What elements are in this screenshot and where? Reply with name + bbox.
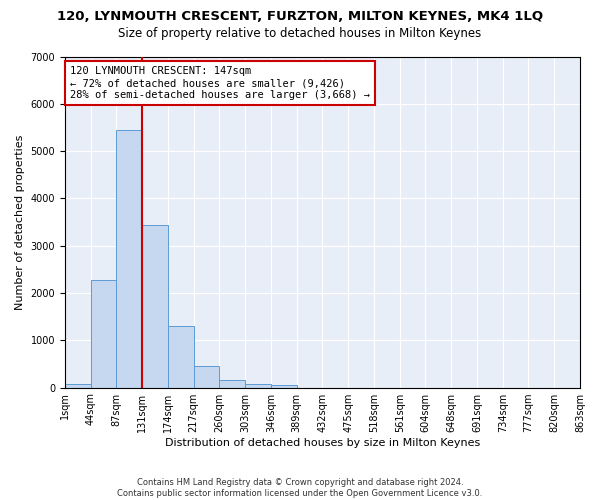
X-axis label: Distribution of detached houses by size in Milton Keynes: Distribution of detached houses by size … <box>165 438 480 448</box>
Bar <box>168 326 194 388</box>
Text: Contains HM Land Registry data © Crown copyright and database right 2024.
Contai: Contains HM Land Registry data © Crown c… <box>118 478 482 498</box>
Y-axis label: Number of detached properties: Number of detached properties <box>15 134 25 310</box>
Text: Size of property relative to detached houses in Milton Keynes: Size of property relative to detached ho… <box>118 28 482 40</box>
Bar <box>142 226 168 388</box>
Text: 120 LYNMOUTH CRESCENT: 147sqm
← 72% of detached houses are smaller (9,426)
28% o: 120 LYNMOUTH CRESCENT: 147sqm ← 72% of d… <box>70 66 370 100</box>
Text: 120, LYNMOUTH CRESCENT, FURZTON, MILTON KEYNES, MK4 1LQ: 120, LYNMOUTH CRESCENT, FURZTON, MILTON … <box>57 10 543 23</box>
Bar <box>116 130 142 388</box>
Bar <box>194 366 220 388</box>
Bar <box>220 380 245 388</box>
Bar <box>91 280 116 388</box>
Bar <box>271 386 296 388</box>
Bar <box>65 384 91 388</box>
Bar <box>245 384 271 388</box>
